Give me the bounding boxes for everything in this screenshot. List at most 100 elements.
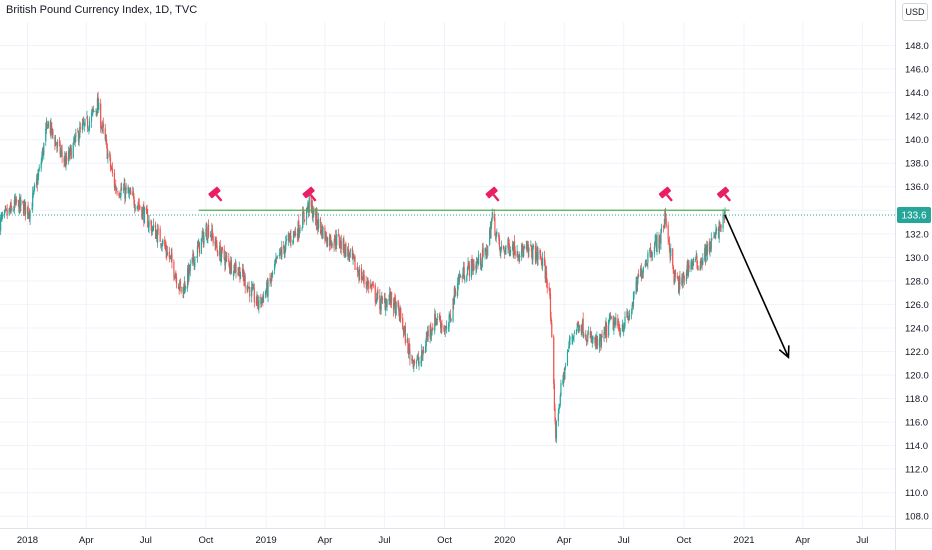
candle-body [415,361,418,364]
gavel-icon[interactable] [658,186,676,204]
y-tick-label: 130.0 [905,253,929,264]
candle-body [619,329,621,335]
candle-body [481,260,483,267]
candle-body [292,231,295,239]
drawings[interactable] [0,186,895,360]
candle-body [397,300,399,307]
candle-body [118,192,120,196]
candle-body [379,307,382,310]
candle-body [458,276,460,282]
candle-body [390,291,392,302]
gavel-icon[interactable] [485,186,503,204]
candle-body [357,272,359,274]
candle-body [608,318,610,322]
candle-body [664,212,667,219]
candle-body [499,246,501,253]
candle-body [654,241,656,245]
candle-body [424,345,427,353]
candle-body [667,224,669,239]
candle-body [150,220,152,225]
candle-body [109,151,111,158]
projection-arrow-line[interactable] [724,214,790,358]
candle-body [702,258,704,265]
candle-body [389,293,391,303]
candle-body [594,336,596,343]
candle-body [368,281,370,289]
candle-body [590,335,592,339]
candle-body [530,244,532,247]
candle-body [356,268,358,270]
price-axis[interactable]: 108.0 110.0 112.0 114.0 116.0 118.0 120.0 122.0… [895,0,932,550]
gavel-icon[interactable] [208,186,226,204]
candle-body [417,356,419,357]
candle-body [19,197,21,214]
candle-body [191,257,193,264]
candle-body [562,379,564,384]
candle-body [619,332,622,334]
candle-body [574,332,576,334]
candle-body [207,225,210,236]
candle-body [78,137,80,143]
candle-body [406,338,408,343]
candle-body [464,279,466,281]
candle-body [214,241,216,245]
candle-body [705,245,707,262]
candle-body [385,302,387,311]
candle-body [585,339,588,342]
candle-body [519,255,521,258]
candle-body [331,243,333,247]
candle-body [672,248,674,266]
candle-body [710,238,712,250]
candle-body [429,325,431,338]
candle-body [704,249,707,261]
candle-body [173,261,175,277]
candle-body [645,264,647,266]
candle-body [205,228,207,237]
candle-body [589,331,591,339]
candle-body [388,298,390,301]
candle-body [678,278,680,293]
candle-body [3,210,6,215]
candle-body [421,350,423,362]
candle-body [440,323,442,330]
candle-body [111,167,113,169]
time-axis[interactable]: 2018 Apr Jul Oct 2019 Apr Jul Oct 2020 Apr Jul Oct 2… [0,528,932,547]
candle-body [101,127,103,129]
candle-body [187,266,189,281]
candle-body [723,213,725,219]
gavel-icon[interactable] [302,186,320,204]
candle-body [613,321,616,324]
candle-body [228,258,230,262]
candle-body [649,247,652,255]
candle-body [560,383,562,396]
candle-body [147,213,149,228]
gavel-icon[interactable] [716,186,735,204]
candle-body [563,372,565,379]
candle-body [183,288,185,294]
candle-body [139,205,141,209]
y-tick-label: 140.0 [905,135,929,146]
candle-body [505,247,507,249]
candle-body [375,300,377,303]
candle-body [22,200,24,203]
candle-body [462,266,465,276]
candle-body [587,333,589,341]
candle-body [288,235,290,237]
candle-body [577,323,580,332]
candle-body [183,282,185,294]
candle-body [36,178,38,186]
candle-body [324,227,326,240]
candle-body [249,287,251,297]
candle-body [296,233,299,238]
candle-body [334,234,336,242]
candle-body [677,279,679,281]
candle-body [376,292,378,298]
candle-body [408,344,410,355]
currency-button[interactable]: USD [902,3,928,21]
candle-body [354,256,356,270]
candle-body [271,273,273,276]
candle-body [128,192,131,194]
candle-body [576,329,578,334]
